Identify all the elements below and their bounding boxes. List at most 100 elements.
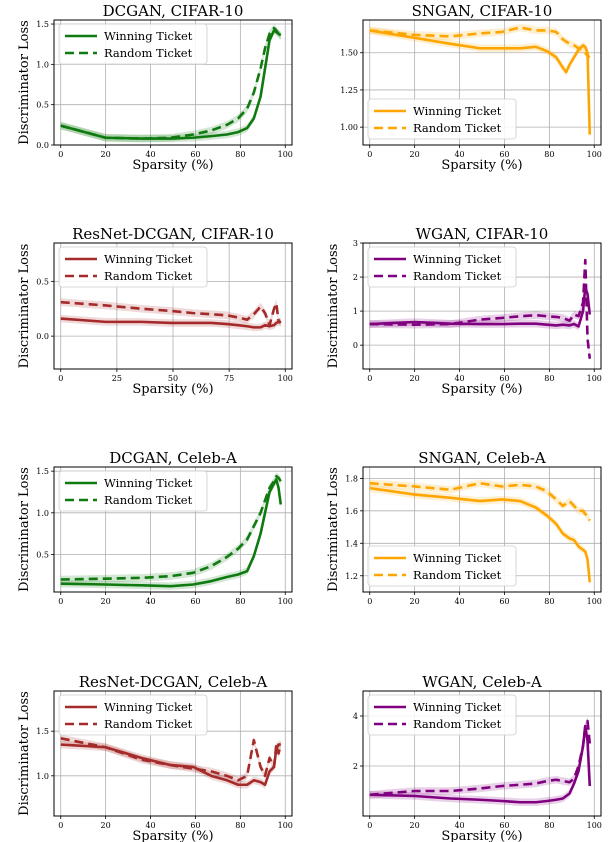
x-tick-label: 25 [112, 374, 122, 383]
legend-label: Random Ticket [104, 493, 193, 507]
chart-panel: 0 25 50 75 100 0.0 0.5 ResNet-DCGAN, CIFAR-10 Sp… [17, 225, 293, 397]
y-tick-label: 1.0 [36, 772, 49, 781]
chart-title: SNGAN, CIFAR-10 [412, 2, 553, 20]
series-band [369, 484, 590, 587]
x-tick-label: 100 [278, 150, 293, 159]
x-tick-label: 40 [145, 597, 155, 606]
x-tick-label: 100 [278, 374, 293, 383]
legend: Winning Ticket Random Ticket [367, 694, 517, 736]
chart-panel: 0 20 40 60 80 100 1.0 1.5 ResNet-DCGAN, Celeb-A S… [17, 673, 293, 842]
random-ticket-line [369, 481, 591, 522]
chart-title: WGAN, CIFAR-10 [416, 225, 549, 243]
random-ticket-line [369, 258, 592, 359]
legend-label: Winning Ticket [413, 700, 502, 714]
x-tick-label: 40 [454, 597, 464, 606]
x-tick-label: 0 [58, 150, 63, 159]
legend-label: Random Ticket [104, 269, 193, 283]
axes-frame [362, 242, 602, 370]
y-tick-label: 0 [353, 341, 358, 350]
y-axis-label: Discriminator Loss [17, 20, 32, 145]
x-axis-label: Sparsity (%) [132, 382, 213, 397]
chart-panel: 0 20 40 60 80 100 1.2 1.4 1.6 1.8 SNGAN, Celeb-A Di… [326, 449, 602, 606]
winning-ticket-line [369, 29, 592, 135]
x-tick-label: 60 [190, 150, 200, 159]
y-axis-label: Discriminator Loss [17, 467, 32, 592]
y-tick-label: 1.8 [345, 474, 358, 483]
random-ticket-line [60, 26, 282, 140]
random-ticket-line [369, 719, 592, 797]
axes-frame [53, 690, 293, 817]
y-tick-label: 2 [353, 762, 358, 771]
chart-panel: 0 20 40 60 80 100 0.5 1.0 1.5 DCGAN, Celeb-A Discr… [17, 449, 293, 606]
chart-title: DCGAN, CIFAR-10 [103, 2, 244, 20]
series-band [60, 472, 281, 584]
legend: Winning Ticket Random Ticket [367, 246, 517, 288]
axes-frame [362, 19, 602, 146]
y-tick-label: 1.5 [36, 20, 49, 29]
series-band [60, 298, 281, 329]
y-tick-label: 0.5 [36, 101, 49, 110]
x-tick-label: 0 [58, 374, 63, 383]
y-tick-label: 1 [353, 307, 358, 316]
chart-title: DCGAN, Celeb-A [109, 449, 237, 467]
legend: Winning Ticket Random Ticket [58, 470, 208, 512]
axes-frame [53, 466, 293, 593]
series-band [369, 722, 590, 806]
y-tick-label: 1.2 [345, 572, 358, 581]
y-axis-label: Discriminator Loss [17, 244, 32, 369]
y-tick-label: 1.25 [340, 86, 358, 95]
chart-title: SNGAN, Celeb-A [418, 449, 546, 467]
y-tick-label: 0.5 [36, 551, 49, 560]
legend-label: Winning Ticket [104, 476, 193, 490]
x-tick-label: 60 [499, 821, 509, 830]
x-tick-label: 80 [544, 374, 554, 383]
y-tick-label: 0.0 [36, 332, 49, 341]
winning-ticket-line [369, 486, 592, 583]
legend-label: Random Ticket [104, 717, 193, 731]
chart-title: WGAN, Celeb-A [422, 673, 542, 691]
legend-label: Random Ticket [413, 121, 502, 135]
x-axis-label: Sparsity (%) [132, 158, 213, 173]
legend: Winning Ticket Random Ticket [58, 23, 208, 65]
x-tick-label: 20 [101, 150, 111, 159]
random-ticket-line [60, 474, 282, 581]
chart-title: ResNet-DCGAN, CIFAR-10 [72, 225, 274, 243]
x-tick-label: 60 [499, 374, 509, 383]
legend: Winning Ticket Random Ticket [367, 545, 517, 587]
x-tick-label: 60 [499, 150, 509, 159]
x-tick-label: 60 [190, 597, 200, 606]
y-tick-label: 1.00 [340, 123, 358, 132]
chart-panel: 0 20 40 60 80 100 2 4 WGAN, Celeb-A Sparsity (%) W… [353, 673, 602, 842]
winning-ticket-line [60, 317, 281, 329]
y-axis-label: Discriminator Loss [326, 467, 341, 592]
chart-panel: 0 20 40 60 80 100 0.0 0.5 1.0 1.5 DCGAN, CIFAR-10 S… [17, 2, 293, 173]
y-tick-label: 1.6 [345, 507, 358, 516]
legend: Winning Ticket Random Ticket [367, 98, 517, 140]
legend-label: Random Ticket [104, 46, 193, 60]
series-band [369, 479, 590, 525]
x-tick-label: 80 [235, 597, 245, 606]
y-tick-label: 1.50 [340, 49, 358, 58]
series-band [60, 734, 281, 785]
legend-label: Random Ticket [413, 269, 502, 283]
y-tick-label: 4 [353, 712, 358, 721]
x-tick-label: 20 [410, 374, 420, 383]
y-tick-label: 1.0 [36, 60, 49, 69]
x-axis-label: Sparsity (%) [441, 382, 522, 397]
x-tick-label: 80 [544, 821, 554, 830]
x-tick-label: 40 [454, 150, 464, 159]
chart-title: ResNet-DCGAN, Celeb-A [79, 673, 268, 691]
y-axis-label: Discriminator Loss [326, 244, 341, 369]
legend-label: Random Ticket [413, 568, 502, 582]
x-tick-label: 100 [587, 821, 602, 830]
axes-frame [362, 690, 602, 817]
x-tick-label: 100 [278, 597, 293, 606]
y-tick-label: 1.4 [345, 539, 358, 548]
x-axis-label: Sparsity (%) [132, 829, 213, 842]
y-tick-label: 3 [353, 239, 358, 248]
random-ticket-line [60, 300, 282, 327]
x-tick-label: 60 [499, 597, 509, 606]
legend-label: Winning Ticket [413, 104, 502, 118]
x-tick-label: 0 [367, 821, 372, 830]
random-ticket-line [60, 737, 283, 782]
